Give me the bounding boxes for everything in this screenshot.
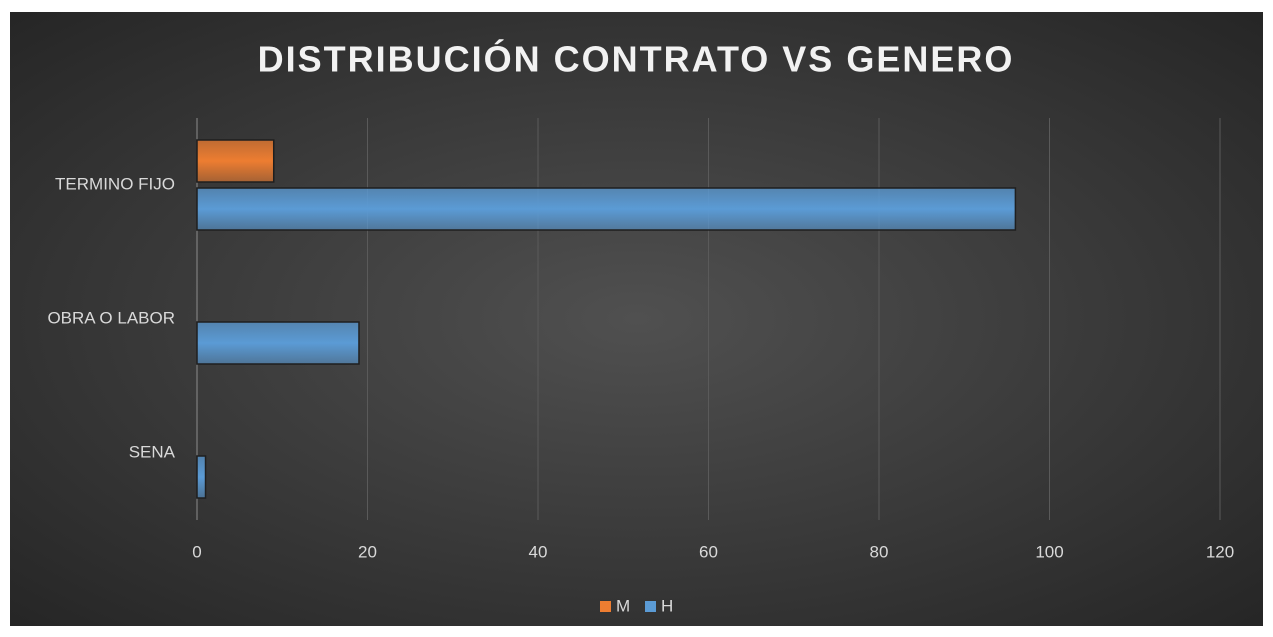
x-tick-label: 100	[1035, 542, 1063, 561]
legend-label: M	[616, 596, 630, 615]
chart-background	[10, 12, 1263, 626]
x-tick-label: 60	[699, 542, 718, 561]
y-tick-label: OBRA O LABOR	[47, 308, 175, 327]
x-tick-label: 80	[870, 542, 889, 561]
legend-swatch	[645, 601, 656, 612]
chart-title: DISTRIBUCIÓN CONTRATO VS GENERO	[258, 38, 1015, 80]
bar	[196, 321, 360, 365]
x-tick-label: 20	[358, 542, 377, 561]
bar	[196, 139, 275, 183]
x-tick-label: 120	[1206, 542, 1234, 561]
bar	[196, 187, 1017, 231]
legend-swatch	[600, 601, 611, 612]
legend-label: H	[661, 596, 673, 615]
x-tick-label: 0	[192, 542, 201, 561]
y-tick-label: SENA	[129, 442, 176, 461]
bar	[196, 455, 207, 499]
x-tick-label: 40	[529, 542, 548, 561]
y-tick-label: TERMINO FIJO	[55, 174, 175, 193]
